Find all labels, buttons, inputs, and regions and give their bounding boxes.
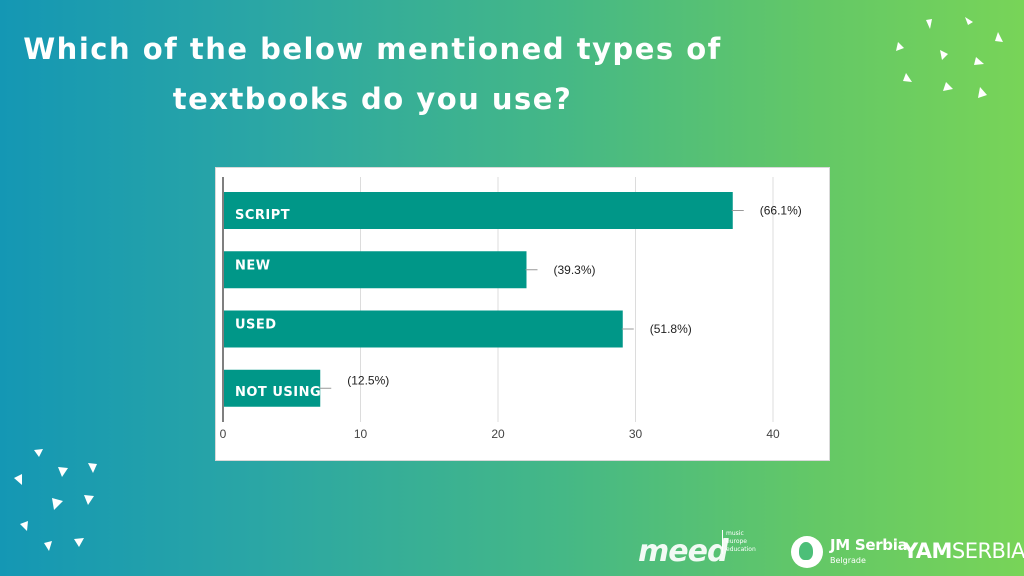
chart-card: SCRIPT (66.1%) NEW (39.3%) USED (51.8%) NOT US… bbox=[215, 167, 830, 461]
x-tick-label-30: 30 bbox=[629, 427, 643, 441]
yam-serbia-logo: YAMSERBIA bbox=[903, 539, 1024, 563]
data-label-2: (51.8%) bbox=[650, 322, 692, 336]
category-label-not-using: NOT USING bbox=[235, 385, 321, 400]
chart-border bbox=[215, 167, 830, 461]
footer-logos: meed music europe education JM Serbia Be… bbox=[624, 526, 1024, 576]
bar-chart: SCRIPT (66.1%) NEW (39.3%) USED (51.8%) NOT US… bbox=[215, 167, 830, 461]
bar-not-using bbox=[224, 369, 321, 407]
data-label-1: (39.3%) bbox=[554, 263, 596, 277]
category-label-used: USED bbox=[235, 318, 277, 333]
jm-serbia-subtitle: Belgrade bbox=[830, 556, 866, 565]
x-tick-label-10: 10 bbox=[354, 427, 368, 441]
x-tick-label-0: 0 bbox=[220, 427, 227, 441]
x-tick-label-20: 20 bbox=[491, 427, 505, 441]
data-label-3: (12.5%) bbox=[347, 373, 389, 387]
meed-logo-subtitle: music europe education bbox=[722, 530, 766, 554]
data-label-0: (66.1%) bbox=[760, 204, 802, 218]
bar-new bbox=[224, 251, 527, 289]
bar-script bbox=[224, 192, 733, 229]
meed-logo: meed bbox=[638, 534, 728, 569]
confetti-bottom-left bbox=[14, 449, 97, 551]
confetti-top-right bbox=[896, 17, 1003, 98]
jm-serbia-logo: JM Serbia bbox=[830, 536, 908, 554]
slide-title-line2: textbooks do you use? bbox=[172, 82, 573, 116]
x-tick-label-40: 40 bbox=[766, 427, 780, 441]
category-label-script: SCRIPT bbox=[235, 208, 290, 223]
jm-serbia-icon bbox=[791, 536, 823, 568]
slide-title: Which of the below mentioned types of te… bbox=[0, 24, 745, 124]
bar-used bbox=[224, 310, 623, 348]
slide-title-line1: Which of the below mentioned types of bbox=[23, 32, 722, 66]
category-label-new: NEW bbox=[235, 258, 271, 273]
